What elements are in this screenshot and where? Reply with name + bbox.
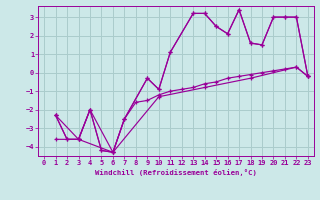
X-axis label: Windchill (Refroidissement éolien,°C): Windchill (Refroidissement éolien,°C) — [95, 169, 257, 176]
